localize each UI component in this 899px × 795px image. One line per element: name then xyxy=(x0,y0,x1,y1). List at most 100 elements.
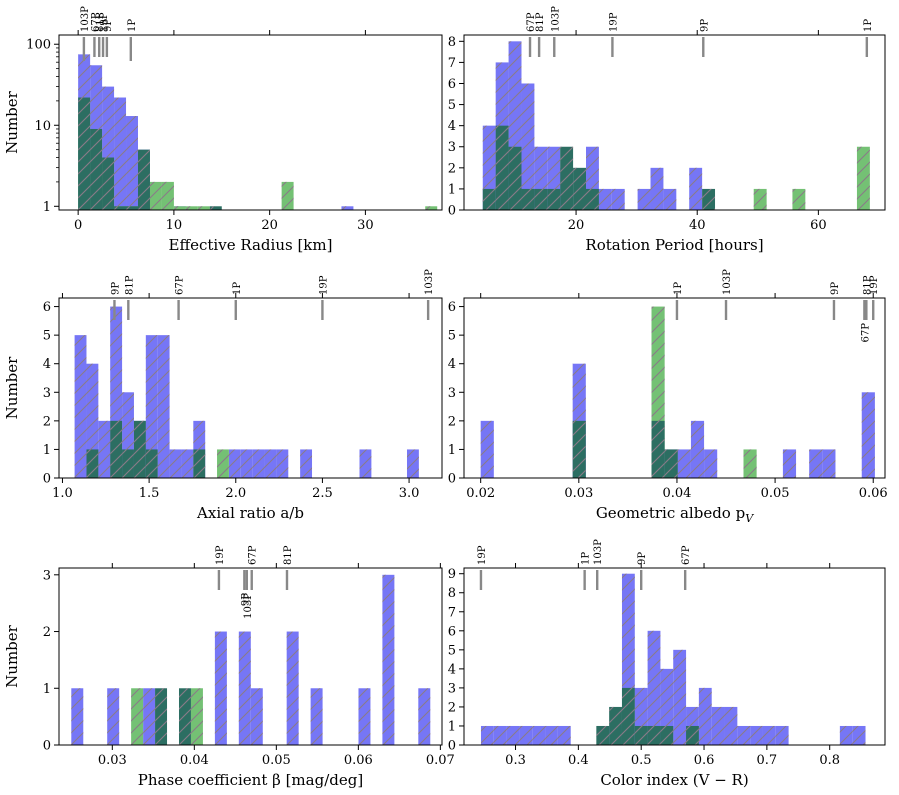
bar-hatch xyxy=(598,188,612,210)
bar-hatch xyxy=(250,688,263,745)
bar-hatch xyxy=(852,725,866,745)
bar-hatch xyxy=(651,420,665,478)
y-tick-label: 9 xyxy=(448,567,456,582)
axes-frame xyxy=(463,297,886,479)
bar-hatch xyxy=(157,335,170,478)
bar-hatch xyxy=(131,688,144,745)
bar-hatch xyxy=(647,630,661,745)
bar-hatch xyxy=(110,420,123,478)
y-tick-label: 1 xyxy=(43,682,51,697)
y-tick-label: 3 xyxy=(43,386,51,401)
y-tick-label: 3 xyxy=(448,386,456,401)
bar-hatch xyxy=(495,125,509,210)
bar-hatch xyxy=(660,725,674,745)
bar-hatch xyxy=(264,449,277,478)
x-tick-label: 2.0 xyxy=(225,486,246,501)
bars xyxy=(78,54,438,211)
bar-hatch xyxy=(341,206,354,210)
bar-hatch xyxy=(190,688,203,745)
comet-marker-label: 19P xyxy=(477,545,488,565)
x-tick-label: 0.02 xyxy=(466,486,495,501)
comet-marker-label: 1P xyxy=(673,282,684,295)
y-tick-label: 8 xyxy=(448,586,456,601)
x-tick-label: 40 xyxy=(689,218,706,233)
bar-hatch xyxy=(519,725,533,745)
x-tick-label: 0.05 xyxy=(761,486,790,501)
x-tick-label: 0.03 xyxy=(98,753,127,768)
bar-hatch xyxy=(86,449,99,478)
bar-hatch xyxy=(482,188,496,210)
bar-hatch xyxy=(753,188,767,210)
comet-marker-label: 19P xyxy=(318,275,329,295)
comet-marker-label: 9P xyxy=(110,282,121,295)
x-tick-label: 60 xyxy=(810,218,827,233)
bar-hatch xyxy=(521,83,535,210)
x-axis-label: Axial ratio a/b xyxy=(196,504,304,522)
bar-hatch xyxy=(181,449,194,478)
comet-marker-label: 1P xyxy=(581,552,592,565)
bar-hatch xyxy=(611,188,625,210)
bar-hatch xyxy=(586,188,599,210)
bar-hatch xyxy=(161,181,174,210)
bar-hatch xyxy=(506,725,520,745)
bar-hatch xyxy=(102,157,115,210)
bar-hatch xyxy=(143,688,156,745)
y-tick-label: 6 xyxy=(448,300,456,315)
y-tick-label: 5 xyxy=(448,98,456,113)
bar-hatch xyxy=(382,574,395,745)
bar-hatch xyxy=(750,725,763,745)
y-tick-label: 10 xyxy=(34,119,51,134)
bar-hatch xyxy=(137,149,150,210)
x-tick-label: 0.05 xyxy=(262,753,291,768)
bar-hatch xyxy=(792,188,806,210)
bar-hatch xyxy=(673,649,687,745)
comet-marker-label: 81P xyxy=(535,12,546,32)
bar-hatch xyxy=(228,449,241,478)
y-tick-label: 5 xyxy=(43,329,51,344)
bar-hatch xyxy=(782,449,797,478)
bar-hatch xyxy=(664,449,678,478)
bar-hatch xyxy=(762,725,776,745)
y-tick-label: 2 xyxy=(448,414,456,429)
x-axis-label: Color index (V − R) xyxy=(600,771,748,789)
comet-marker-label: 67P xyxy=(175,275,186,295)
comet-marker-label: 19P xyxy=(99,12,110,32)
y-tick-label: 100 xyxy=(26,38,51,53)
comet-marker-label: 103P xyxy=(243,593,254,619)
x-tick-label: 0.6 xyxy=(694,753,715,768)
comet-marker-label: 81P xyxy=(862,275,873,295)
x-tick-label: 0.07 xyxy=(426,753,455,768)
axes-frame xyxy=(58,567,443,746)
y-tick-label: 3 xyxy=(43,568,51,583)
x-tick-label: 3.0 xyxy=(399,486,420,501)
bar-hatch xyxy=(358,688,371,745)
y-tick-label: 1 xyxy=(43,200,51,215)
x-axis-label: Rotation Period [hours] xyxy=(585,236,763,254)
x-axis-label: Effective Radius [km] xyxy=(169,236,333,254)
x-tick-label: 0.06 xyxy=(344,753,373,768)
bar-hatch xyxy=(480,420,494,478)
bar-hatch xyxy=(839,725,853,745)
x-tick-label: 0.8 xyxy=(819,753,840,768)
comet-marker-label: 9P xyxy=(103,19,114,32)
y-axis-label: Number xyxy=(3,90,21,153)
comet-marker-label: 9P xyxy=(240,593,251,606)
bar-hatch xyxy=(74,335,87,478)
bar-hatch xyxy=(686,725,699,745)
bar-hatch xyxy=(596,725,610,745)
bar-hatch xyxy=(126,116,138,210)
y-tick-label: 6 xyxy=(448,77,456,92)
bar-hatch xyxy=(406,449,419,478)
y-tick-label: 4 xyxy=(448,662,456,677)
bar-hatch xyxy=(698,687,712,745)
bar-hatch xyxy=(173,206,186,210)
bar-hatch xyxy=(110,306,123,478)
bars xyxy=(480,306,875,478)
bar-hatch xyxy=(637,188,651,210)
axes-frame xyxy=(463,567,886,746)
comet-marker-label: 103P xyxy=(593,539,604,565)
y-tick-label: 4 xyxy=(448,119,456,134)
